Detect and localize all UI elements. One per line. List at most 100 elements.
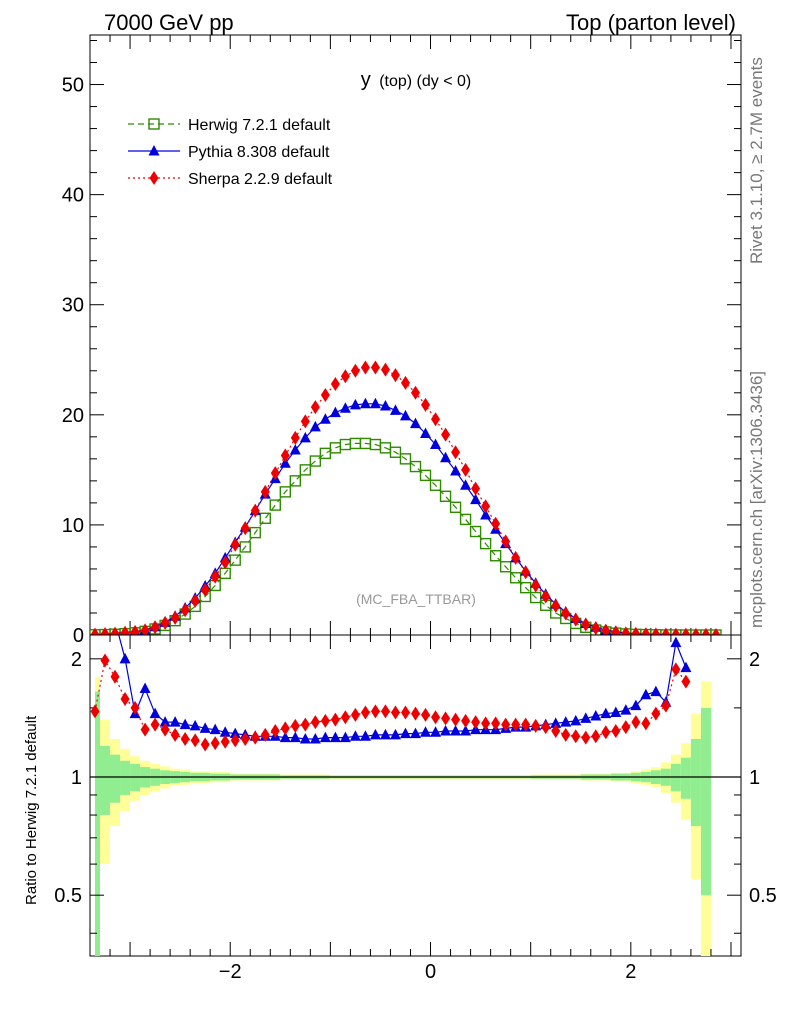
ratio-point	[671, 662, 681, 677]
data-point	[671, 627, 681, 635]
ratio-point	[140, 722, 150, 737]
ratio-point	[550, 717, 562, 728]
data-point	[551, 598, 561, 613]
data-point	[310, 400, 320, 415]
data-point	[441, 427, 451, 442]
ratio-point	[150, 717, 160, 732]
band-inner	[95, 691, 101, 956]
ratio-point	[410, 727, 421, 739]
data-point	[379, 400, 391, 411]
ratio-point	[159, 716, 171, 727]
data-point	[279, 486, 291, 498]
ratio-point	[369, 728, 381, 740]
plot-title: y (top) (dy < 0)	[361, 69, 471, 91]
ratio-point	[219, 726, 231, 737]
ratio-ytick-label-right: 0.5	[749, 885, 777, 907]
ratio-point	[440, 724, 452, 736]
plot-title-sub: (top) (dy < 0)	[379, 73, 471, 90]
ratio-point	[521, 717, 531, 732]
data-point	[399, 453, 412, 465]
data-point	[150, 620, 160, 635]
data-point	[651, 627, 661, 635]
ratio-point	[390, 705, 400, 720]
data-point	[461, 462, 471, 477]
ratio-point	[631, 715, 641, 730]
data-point	[501, 534, 511, 549]
ratio-plot-frame	[89, 634, 742, 957]
ratio-point	[229, 727, 241, 739]
ratio-point	[560, 716, 572, 727]
ratio-point	[541, 720, 551, 735]
data-point	[360, 360, 370, 375]
ratio-point	[280, 721, 290, 736]
ratio-point	[329, 731, 341, 743]
ratio-point	[621, 720, 631, 735]
data-point	[499, 561, 512, 573]
data-point	[120, 625, 130, 635]
ratio-point	[360, 705, 370, 720]
data-point	[529, 591, 542, 604]
ratio-point	[680, 661, 692, 673]
data-point	[320, 388, 330, 402]
data-point	[471, 481, 481, 496]
data-point	[249, 526, 261, 539]
ratio-point	[209, 723, 221, 735]
data-point	[349, 398, 361, 410]
data-point	[601, 623, 611, 635]
data-point	[380, 362, 390, 377]
data-point	[451, 445, 461, 460]
band-inner	[120, 760, 131, 795]
ratio-point	[681, 674, 691, 689]
data-point	[430, 438, 442, 450]
ratio-xtick-label: 2	[625, 961, 636, 983]
ratio-point	[310, 715, 320, 730]
main-ytick-label: 10	[62, 515, 84, 537]
data-point	[459, 513, 472, 526]
ratio-point	[571, 729, 581, 744]
data-point	[431, 412, 441, 427]
ratio-point	[511, 717, 521, 732]
band-inner	[680, 757, 691, 799]
data-point	[369, 397, 381, 409]
legend-label: Herwig 7.2.1 default	[188, 117, 331, 134]
ratio-point	[160, 722, 170, 737]
data-point	[299, 464, 312, 476]
data-point	[280, 448, 290, 463]
ratio-series	[90, 635, 692, 752]
data-point	[509, 572, 522, 584]
data-point	[200, 582, 210, 597]
data-point	[489, 550, 502, 562]
ratio-point	[359, 730, 371, 741]
data-point	[319, 447, 332, 460]
ratio-point	[421, 707, 431, 722]
ratio-point	[299, 732, 311, 744]
ratio-point	[199, 722, 211, 733]
data-point	[309, 420, 321, 432]
data-point	[481, 499, 491, 514]
data-point	[561, 606, 571, 621]
ratio-point	[320, 713, 330, 728]
band-inner	[690, 738, 701, 827]
ratio-point	[339, 731, 351, 743]
data-point	[611, 625, 621, 635]
data-point	[411, 385, 420, 400]
data-point	[469, 525, 482, 538]
data-point	[450, 464, 462, 476]
ratio-point	[670, 636, 682, 648]
ratio-point	[90, 704, 100, 719]
data-point	[300, 414, 310, 429]
data-point	[370, 360, 380, 375]
ratio-point	[551, 723, 561, 738]
ratio-point	[531, 718, 541, 733]
data-point	[90, 627, 100, 635]
data-point	[309, 455, 322, 467]
ratio-point	[481, 716, 491, 731]
data-point	[399, 409, 411, 421]
data-point	[289, 444, 301, 455]
ratio-point	[651, 706, 661, 721]
legend-marker	[148, 145, 160, 156]
ratio-point	[400, 705, 410, 720]
ratio-point	[581, 730, 591, 745]
ratio-point	[179, 718, 191, 730]
ratio-point	[340, 710, 350, 725]
